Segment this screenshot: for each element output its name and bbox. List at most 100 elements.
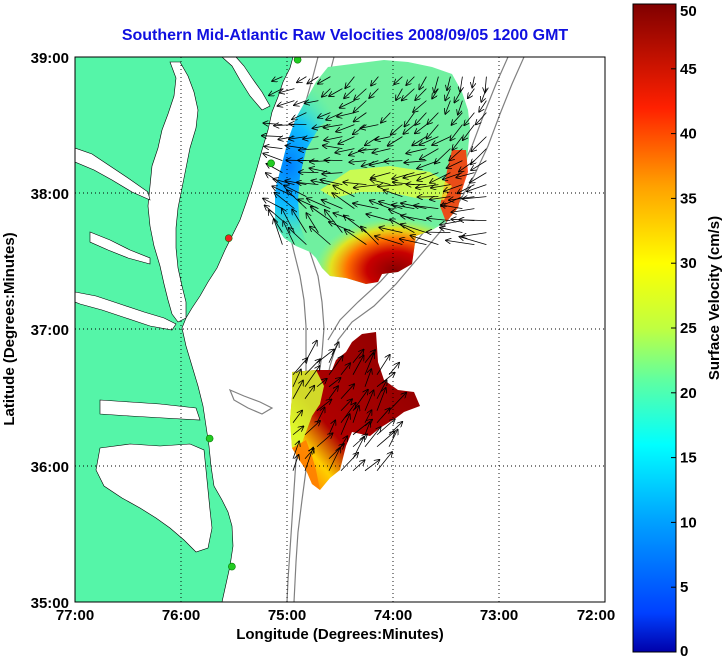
x-tick-label: 74:00	[374, 607, 412, 624]
velocity-vector	[458, 100, 463, 115]
velocity-vector	[340, 363, 350, 375]
velocity-vector	[467, 184, 487, 192]
velocity-vector	[340, 453, 358, 472]
y-tick-label: 39:00	[31, 50, 69, 67]
velocity-vector	[375, 236, 403, 246]
velocity-vector	[306, 213, 319, 233]
velocity-vector	[328, 356, 343, 375]
velocity-vector	[307, 198, 331, 209]
colorbar-gradient	[632, 3, 677, 653]
velocity-vector	[333, 186, 355, 197]
y-axis-label: Latitude (Degrees:Minutes)	[1, 232, 18, 425]
x-axis-label: Longitude (Degrees:Minutes)	[236, 626, 444, 643]
velocity-vector	[316, 400, 331, 412]
velocity-vector	[459, 160, 475, 172]
velocity-vector	[352, 350, 363, 364]
velocity-vector	[460, 76, 462, 92]
velocity-vector	[366, 214, 391, 222]
velocity-vector	[322, 88, 331, 97]
rappahannock-river	[89, 231, 151, 265]
velocity-vector	[432, 88, 439, 99]
colorbar-tick-label: 40	[680, 126, 697, 143]
velocity-vector	[364, 422, 370, 435]
velocity-vector	[463, 124, 475, 140]
velocity-vector	[343, 182, 367, 184]
velocity-vector	[432, 136, 451, 145]
velocity-vector	[352, 406, 359, 423]
velocity-vector	[403, 124, 415, 134]
velocity-vector	[361, 227, 379, 245]
velocity-vector	[318, 76, 331, 84]
velocity-vector	[322, 200, 343, 209]
velocity-vector	[324, 136, 343, 141]
velocity-vector	[354, 185, 379, 188]
velocity-vector	[345, 76, 355, 88]
velocity-vector	[354, 88, 367, 100]
velocity-vector	[292, 411, 302, 423]
velocity-vector	[447, 76, 450, 90]
velocity-vector	[376, 452, 392, 472]
velocity-vector	[369, 88, 379, 98]
velocity-vector	[352, 460, 365, 472]
velocity-vector	[417, 160, 439, 169]
velocity-vector	[316, 379, 327, 388]
velocity-vector	[335, 148, 355, 153]
colorbar-tick-label: 0	[680, 643, 688, 659]
velocity-vector	[376, 432, 395, 448]
velocity-vector	[338, 136, 355, 144]
pamlico-sound	[95, 443, 213, 553]
velocity-vector	[304, 386, 314, 399]
station-marker	[293, 57, 302, 64]
velocity-vector	[449, 148, 463, 161]
velocity-vector	[328, 386, 338, 399]
y-tick-label: 36:00	[31, 459, 69, 476]
velocity-vector	[364, 391, 374, 411]
velocity-vector	[364, 369, 371, 387]
velocity-vector	[445, 100, 451, 114]
station-marker	[205, 434, 214, 443]
velocity-vector	[375, 137, 391, 140]
velocity-vector	[376, 355, 390, 375]
velocity-vector	[371, 172, 391, 178]
colorbar-label: Surface Velocity (cm/s)	[706, 216, 723, 380]
x-tick-label: 75:00	[268, 607, 306, 624]
velocity-vector	[406, 148, 427, 154]
velocity-vector	[420, 148, 439, 160]
x-tick-label: 77:00	[56, 607, 94, 624]
colorbar: 0 5 10 15 20 25 30 35 40 45 50 Surface Velocity (c…	[632, 3, 723, 659]
velocity-vector	[479, 100, 487, 112]
velocity-vector	[352, 356, 364, 375]
velocity-vector	[263, 154, 283, 161]
velocity-vector	[340, 384, 354, 400]
velocity-vector	[415, 112, 427, 125]
velocity-vector	[414, 206, 439, 209]
velocity-vector	[361, 124, 379, 129]
colorbar-tick-label: 50	[680, 3, 697, 20]
y-tick-label: 35:00	[31, 595, 69, 612]
velocity-vector	[336, 124, 355, 132]
velocity-vector	[456, 172, 475, 178]
velocity-vector	[304, 421, 320, 436]
velocity-vector	[322, 173, 343, 174]
velocity-vector	[354, 100, 367, 113]
velocity-vector	[388, 136, 403, 146]
velocity-vector	[376, 388, 386, 411]
velocity-vector	[463, 197, 487, 199]
velocity-vector	[452, 112, 463, 125]
velocity-vector	[303, 137, 319, 139]
colorbar-tick-label: 45	[680, 61, 697, 78]
gridlines	[75, 57, 605, 602]
velocity-vector	[447, 160, 463, 168]
velocity-vector	[427, 232, 451, 233]
velocity-vector	[417, 172, 439, 181]
velocity-vector	[292, 112, 307, 120]
velocity-vector	[476, 112, 487, 125]
velocity-vector	[434, 76, 439, 93]
velocity-vector	[471, 136, 487, 152]
velocity-vector	[364, 427, 381, 447]
velocity-vector	[371, 76, 379, 86]
velocity-vector	[427, 124, 439, 139]
colorbar-ticks: 0 5 10 15 20 25 30 35 40 45 50	[671, 3, 697, 659]
velocity-vector	[340, 399, 352, 412]
velocity-vector	[349, 161, 367, 163]
